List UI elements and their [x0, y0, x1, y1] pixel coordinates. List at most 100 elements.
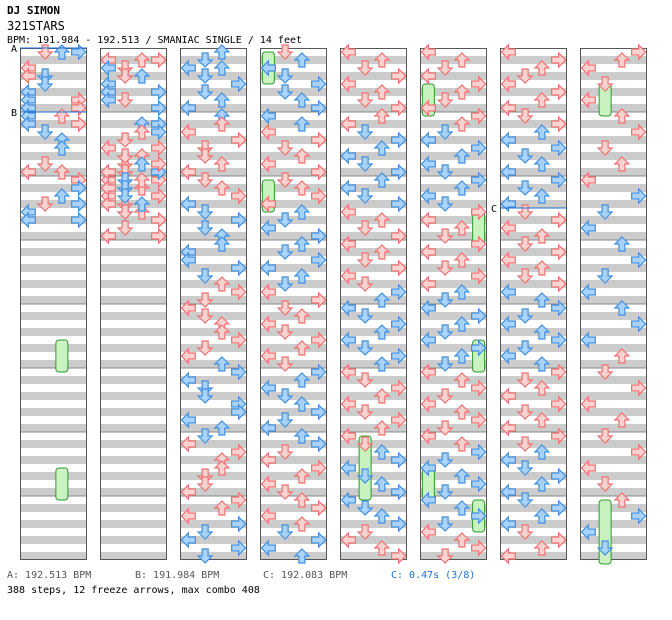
marker-label: C — [491, 204, 497, 215]
beat-stripe — [20, 232, 87, 240]
beat-stripe — [180, 312, 247, 320]
freeze-arrow — [55, 467, 69, 501]
beat-stripe — [420, 344, 487, 352]
step-arrow-right — [471, 379, 487, 397]
beat-stripe — [20, 520, 87, 528]
step-arrow-down — [36, 124, 54, 140]
step-arrow-down — [36, 44, 54, 60]
chart-column — [260, 48, 327, 560]
beat-stripe — [20, 200, 87, 208]
step-arrow-right — [151, 155, 167, 173]
beat-stripe — [500, 536, 567, 544]
step-arrow-down — [436, 60, 454, 76]
step-arrow-up — [453, 348, 471, 364]
beat-stripe — [500, 504, 567, 512]
step-arrow-down — [356, 468, 374, 484]
beat-stripe — [180, 152, 247, 160]
beat-stripe — [420, 552, 487, 560]
step-arrow-right — [471, 203, 487, 221]
step-arrow-down — [516, 108, 534, 124]
step-arrow-down — [196, 428, 214, 444]
step-arrow-down — [276, 412, 294, 428]
beat-stripe — [260, 200, 327, 208]
beat-stripe — [100, 152, 167, 160]
step-arrow-up — [213, 92, 231, 108]
beat-stripe — [420, 296, 487, 304]
beat-stripe — [580, 88, 647, 96]
step-arrow-down — [116, 148, 134, 164]
beat-stripe — [500, 104, 567, 112]
step-arrow-right — [391, 131, 407, 149]
beat-stripe — [580, 104, 647, 112]
step-arrow-right — [551, 275, 567, 293]
column-border — [260, 48, 327, 560]
beat-stripe — [500, 264, 567, 272]
step-arrow-left — [20, 115, 36, 133]
beat-stripe — [20, 504, 87, 512]
step-arrow-up — [53, 164, 71, 180]
beat-stripe — [100, 376, 167, 384]
step-arrow-down — [196, 220, 214, 236]
step-arrow-down — [596, 428, 614, 444]
step-arrow-down — [276, 84, 294, 100]
beat-stripe — [20, 376, 87, 384]
beat-stripe — [260, 552, 327, 560]
step-arrow-down — [436, 260, 454, 276]
beat-stripe — [260, 136, 327, 144]
beat-stripe — [20, 216, 87, 224]
step-arrow-right — [551, 299, 567, 317]
beat-stripe — [580, 168, 647, 176]
step-arrow-up — [293, 116, 311, 132]
beat-stripe — [100, 280, 167, 288]
step-arrow-left — [180, 507, 196, 525]
beat-stripe — [340, 184, 407, 192]
step-arrow-up — [533, 356, 551, 372]
beat-stripe — [260, 280, 327, 288]
step-arrow-right — [471, 171, 487, 189]
step-arrow-up — [213, 44, 231, 60]
step-arrow-left — [180, 195, 196, 213]
beat-stripe — [500, 136, 567, 144]
step-arrow-down — [196, 548, 214, 564]
step-arrow-right — [471, 411, 487, 429]
column-border — [500, 48, 567, 560]
step-arrow-left — [420, 131, 436, 149]
beat-stripe — [500, 280, 567, 288]
step-arrow-right — [231, 211, 247, 229]
step-arrow-down — [196, 172, 214, 188]
step-arrow-up — [133, 172, 151, 188]
step-arrow-down — [196, 524, 214, 540]
step-arrow-up — [453, 284, 471, 300]
step-arrow-left — [580, 331, 596, 349]
step-arrow-down — [596, 76, 614, 92]
step-arrow-right — [311, 531, 327, 549]
step-arrow-right — [231, 131, 247, 149]
step-arrow-left — [420, 523, 436, 541]
chart-column — [500, 48, 567, 560]
beat-stripe — [500, 232, 567, 240]
step-arrow-right — [391, 451, 407, 469]
step-arrow-up — [133, 52, 151, 68]
step-arrow-down — [356, 276, 374, 292]
step-arrow-up — [533, 444, 551, 460]
beat-stripe — [420, 200, 487, 208]
step-arrow-down — [196, 268, 214, 284]
beat-stripe — [340, 104, 407, 112]
step-arrow-right — [311, 331, 327, 349]
column-border — [180, 48, 247, 560]
step-arrow-right — [391, 259, 407, 277]
beat-stripe — [580, 120, 647, 128]
step-arrow-left — [260, 155, 276, 173]
step-arrow-right — [231, 283, 247, 301]
stop-c: C: 0.47s (3/8) — [391, 570, 476, 581]
bpm-difficulty-line: BPM: 191.984 - 192.513 / SMANIAC SINGLE … — [7, 35, 303, 46]
beat-stripe — [500, 392, 567, 400]
beat-stripe — [500, 120, 567, 128]
step-arrow-right — [391, 195, 407, 213]
step-arrow-up — [293, 268, 311, 284]
step-arrow-down — [276, 172, 294, 188]
beat-stripe — [180, 232, 247, 240]
beat-stripe — [340, 264, 407, 272]
beat-stripe — [260, 56, 327, 64]
step-arrow-up — [213, 60, 231, 76]
